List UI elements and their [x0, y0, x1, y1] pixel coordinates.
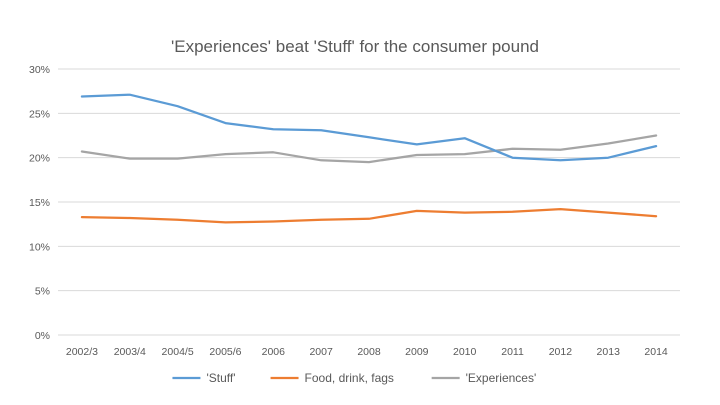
x-tick-label: 2009	[405, 346, 429, 358]
y-tick-label: 15%	[29, 197, 50, 209]
axes: 0% 5% 10% 15% 20% 25% 30% 2002/3 2003/4 2004/5 200…	[29, 64, 680, 358]
y-tick-label: 20%	[29, 153, 50, 165]
x-tick-label: 2003/4	[114, 346, 146, 358]
x-tick-label: 2006	[262, 346, 286, 358]
legend-label: Food, drink, fags	[305, 371, 394, 385]
x-tick-label: 2013	[597, 346, 621, 358]
x-tick-label: 2005/6	[209, 346, 241, 358]
x-tick-label: 2002/3	[66, 346, 98, 358]
legend: 'Stuff' Food, drink, fags 'Experiences'	[172, 371, 536, 385]
x-tick-label: 2004/5	[162, 346, 194, 358]
x-tick-label: 2008	[357, 346, 381, 358]
x-tick-label: 2010	[453, 346, 477, 358]
series-lines	[80, 93, 658, 224]
gridlines	[58, 68, 680, 292]
y-tick-label: 10%	[29, 241, 50, 253]
series-line-0	[80, 93, 658, 162]
legend-label: 'Experiences'	[466, 371, 537, 385]
series-line-2	[80, 134, 658, 164]
x-tick-label: 2012	[549, 346, 573, 358]
y-tick-label: 0%	[35, 330, 50, 342]
y-tick-label: 30%	[29, 64, 50, 76]
legend-label: 'Stuff'	[206, 371, 235, 385]
x-tick-label: 2011	[501, 346, 524, 358]
y-tick-label: 5%	[35, 286, 50, 298]
y-tick-label: 25%	[29, 108, 50, 120]
x-tick-label: 2007	[309, 346, 333, 358]
series-line-1	[80, 207, 658, 224]
chart-title: 'Experiences' beat 'Stuff' for the consu…	[171, 37, 539, 56]
x-tick-label: 2014	[644, 346, 668, 358]
